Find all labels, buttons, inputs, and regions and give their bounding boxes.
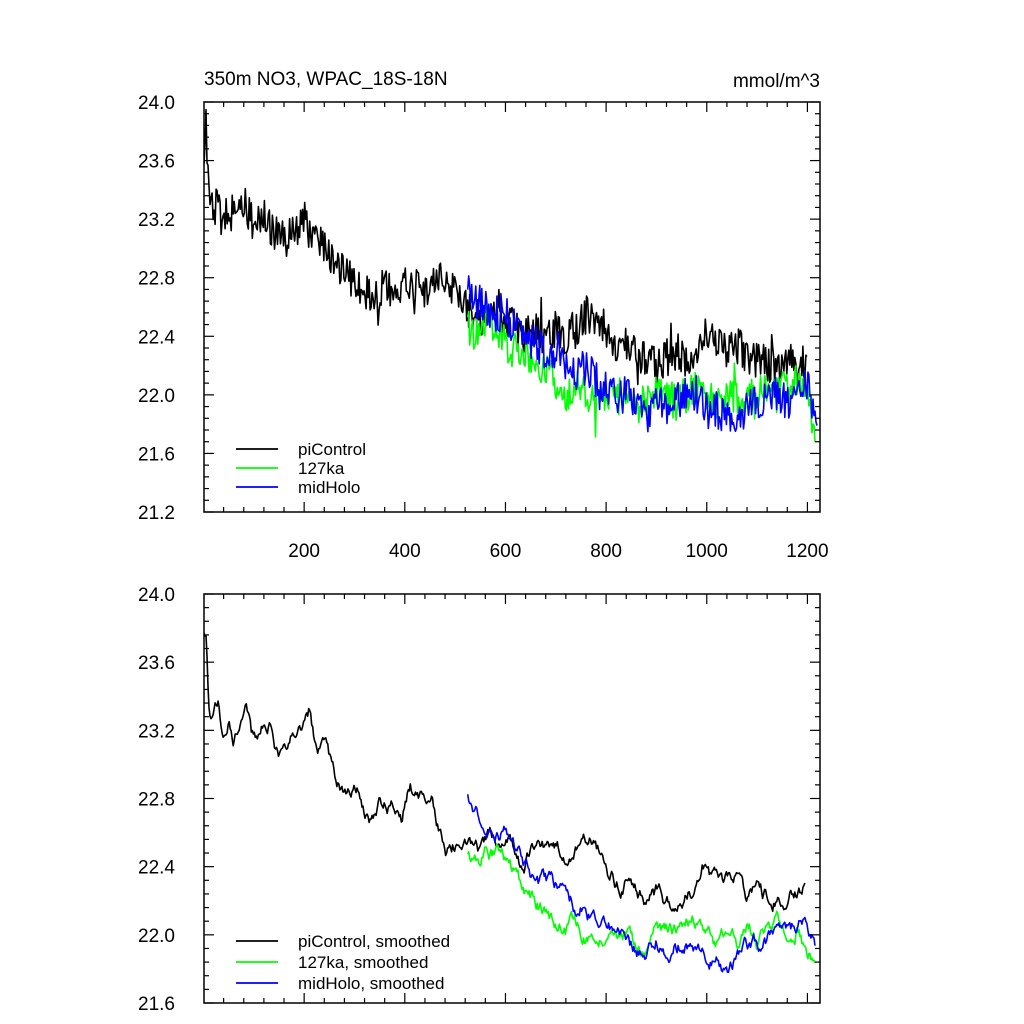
legend-label: piControl, smoothed	[298, 932, 450, 951]
chart-title: 350m NO3, WPAC_18S-18N	[204, 69, 448, 90]
y-tick-label: 22.0	[138, 386, 175, 407]
legend-label: midHolo	[298, 478, 360, 497]
x-tick-label: 200	[288, 541, 320, 562]
legend-label: piControl	[298, 440, 366, 459]
y-tick-label: 24.0	[138, 585, 175, 606]
y-tick-label: 23.6	[138, 152, 175, 173]
series-group	[204, 108, 818, 442]
units-label: mmol/m^3	[733, 71, 820, 92]
x-tick-label: 800	[590, 541, 622, 562]
y-tick-label: 21.6	[138, 444, 175, 465]
y-tick-label: 23.2	[138, 210, 175, 231]
series-line-picontrol	[204, 108, 808, 386]
legend-label: 127ka, smoothed	[298, 953, 428, 972]
series-line-midholo	[466, 794, 816, 974]
plot-frame	[203, 593, 821, 1004]
y-tick-label: 23.2	[138, 721, 175, 742]
y-tick-label: 22.4	[138, 858, 175, 879]
y-tick-label: 22.4	[138, 327, 175, 348]
series-group	[204, 632, 816, 974]
series-line-picontrol	[204, 632, 806, 913]
plot-frame	[203, 101, 821, 513]
x-tick-label: 600	[490, 541, 522, 562]
x-tick-label: 1000	[686, 541, 728, 562]
y-tick-label: 23.6	[138, 653, 175, 674]
x-tick-label: 1200	[786, 541, 828, 562]
top-panel: 350m NO3, WPAC_18S-18N mmol/m^3 21.2 21.6 22…	[138, 69, 829, 562]
y-tick-label: 22.8	[138, 269, 175, 290]
series-line-midholo	[466, 275, 818, 433]
y-tick-label: 24.0	[138, 93, 175, 114]
legend-label: 127ka	[298, 459, 345, 478]
legend: piControl, smoothed 127ka, smoothed midHol…	[236, 932, 450, 993]
y-tick-label: 22.8	[138, 790, 175, 811]
y-tick-label: 21.6	[138, 994, 175, 1015]
x-tick-label: 400	[389, 541, 421, 562]
y-tick-label: 22.0	[138, 926, 175, 947]
bottom-panel: 21.6 22.0 22.4 22.8 23.2 23.6 24.0 piControl, s…	[138, 585, 821, 1015]
y-tick-label: 21.2	[138, 503, 175, 524]
legend-label: midHolo, smoothed	[298, 974, 444, 993]
